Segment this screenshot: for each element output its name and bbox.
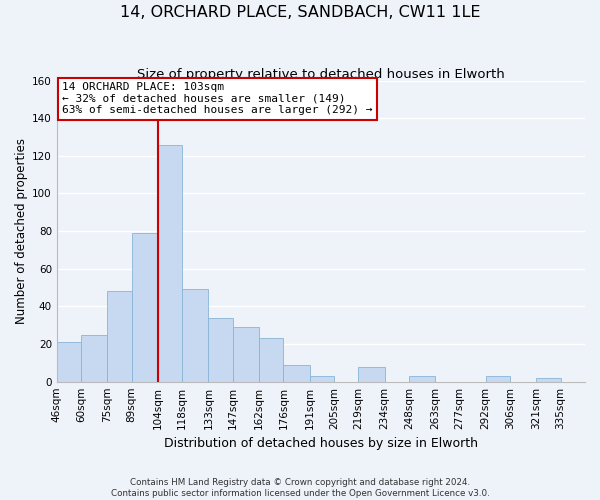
Title: Size of property relative to detached houses in Elworth: Size of property relative to detached ho… (137, 68, 505, 80)
Text: 14 ORCHARD PLACE: 103sqm
← 32% of detached houses are smaller (149)
63% of semi-: 14 ORCHARD PLACE: 103sqm ← 32% of detach… (62, 82, 373, 115)
Bar (57, 342, 81, 382)
X-axis label: Distribution of detached houses by size in Elworth: Distribution of detached houses by size … (164, 437, 478, 450)
Bar (409, 376, 435, 382)
Bar (358, 366, 385, 382)
Bar (182, 290, 208, 382)
Bar (259, 338, 283, 382)
Bar (158, 144, 182, 382)
Bar (81, 334, 107, 382)
Bar (283, 364, 310, 382)
Bar (107, 292, 132, 382)
Bar (132, 233, 158, 382)
Bar (233, 327, 259, 382)
Bar (310, 376, 334, 382)
Bar (485, 376, 510, 382)
Bar (536, 378, 560, 382)
Text: Contains HM Land Registry data © Crown copyright and database right 2024.
Contai: Contains HM Land Registry data © Crown c… (110, 478, 490, 498)
Y-axis label: Number of detached properties: Number of detached properties (15, 138, 28, 324)
Text: 14, ORCHARD PLACE, SANDBACH, CW11 1LE: 14, ORCHARD PLACE, SANDBACH, CW11 1LE (120, 5, 480, 20)
Bar (208, 318, 233, 382)
